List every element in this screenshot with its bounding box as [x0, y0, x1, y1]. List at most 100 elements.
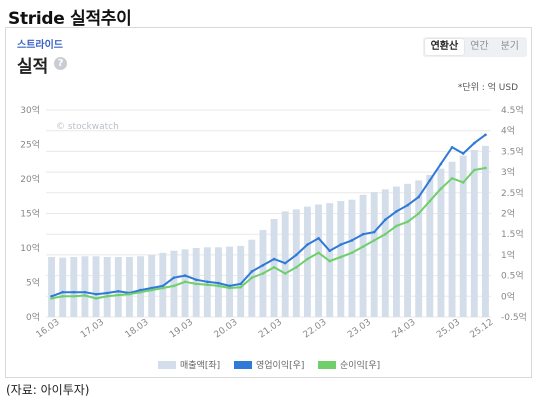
operating-profit-point: [250, 270, 254, 273]
operating-profit-point: [384, 218, 387, 222]
net-profit-point: [306, 257, 309, 261]
operating-profit-point: [228, 284, 231, 288]
revenue-bar: [337, 201, 345, 317]
net-profit-line: [51, 167, 486, 300]
revenue-bar: [48, 256, 56, 317]
net-profit-point: [428, 199, 432, 203]
net-profit-point: [261, 272, 265, 275]
x-axis-tick-label: 20.03: [213, 318, 240, 341]
net-profit-point: [406, 220, 409, 224]
net-profit-point: [172, 284, 176, 288]
net-profit-point: [384, 232, 387, 236]
net-profit-point: [128, 292, 131, 296]
revenue-bar: [70, 256, 78, 317]
net-profit-point: [450, 177, 454, 180]
right-axis-tick-label: 2.5억: [501, 187, 524, 199]
x-axis-tick-label: 17.03: [79, 318, 106, 341]
left-axis-tick-label: 20억: [20, 173, 40, 185]
net-profit-point: [105, 295, 109, 298]
net-profit-point: [484, 166, 487, 170]
left-axis-tick-label: 0억: [26, 311, 40, 323]
operating-profit-point: [361, 232, 365, 236]
operating-profit-point: [372, 230, 376, 234]
source-note: (자료: 아이투자): [6, 383, 90, 397]
net-profit-point: [228, 286, 231, 290]
operating-profit-point: [395, 210, 398, 213]
operating-profit-point: [417, 195, 420, 199]
operating-profit-point: [94, 292, 98, 296]
period-tabs: 연환산 연간 분기: [422, 37, 527, 57]
right-axis-tick-label: 3억: [501, 166, 515, 178]
right-axis-tick-label: 2억: [501, 208, 515, 220]
net-profit-point: [339, 255, 343, 259]
legend-swatch: [158, 361, 176, 369]
revenue-bar: [437, 168, 445, 317]
net-profit-point: [439, 187, 443, 190]
revenue-bar: [481, 145, 489, 317]
revenue-bar: [470, 150, 478, 317]
watermark: © stockwatch: [56, 122, 119, 132]
net-profit-point: [417, 212, 420, 215]
revenue-bar: [392, 186, 400, 317]
operating-profit-point: [83, 290, 87, 294]
net-profit-point: [272, 266, 276, 269]
revenue-bar: [359, 194, 367, 317]
left-axis-tick-label: 30억: [20, 104, 40, 116]
revenue-bar: [303, 206, 311, 317]
chart-title: 실적: [17, 57, 49, 77]
revenue-bar: [148, 254, 156, 317]
operating-profit-point: [206, 280, 209, 284]
operating-profit-point: [239, 282, 242, 286]
legend-label: 영업이익[우]: [256, 359, 304, 371]
revenue-bar: [192, 248, 200, 317]
revenue-bar: [315, 204, 323, 317]
revenue-bar: [348, 199, 356, 317]
tab-annual[interactable]: 연간: [470, 41, 489, 52]
net-profit-point: [283, 272, 287, 275]
operating-profit-point: [61, 290, 64, 294]
operating-profit-point: [428, 179, 432, 182]
net-profit-point: [372, 239, 376, 242]
operating-profit-point: [283, 261, 287, 265]
net-profit-point: [239, 285, 242, 289]
x-axis-tick-label: 19.03: [168, 318, 195, 341]
operating-profit-point: [72, 290, 76, 294]
company-link[interactable]: 스트라이드: [17, 40, 63, 51]
x-axis-tick-label: 25.12: [469, 318, 496, 341]
revenue-bar: [292, 209, 300, 317]
net-profit-point: [250, 276, 254, 279]
net-profit-point: [461, 181, 465, 184]
right-axis-tick-label: 1억: [501, 249, 515, 261]
legend-label: 순이익[우]: [340, 359, 380, 371]
x-axis-tick-label: 25.03: [435, 318, 462, 341]
net-profit-point: [150, 288, 153, 292]
revenue-bar: [81, 256, 89, 317]
revenue-bar: [237, 245, 245, 317]
revenue-bar: [92, 256, 100, 317]
revenue-bar: [170, 250, 178, 317]
operating-profit-point: [484, 133, 487, 137]
x-axis-tick-label: 22.03: [302, 318, 329, 341]
left-axis-tick-label: 25억: [20, 139, 40, 151]
unit-label: *단위 : 억 USD: [457, 83, 518, 93]
x-axis-tick-label: 23.03: [346, 318, 373, 341]
operating-profit-point: [50, 295, 53, 298]
net-profit-point: [317, 251, 320, 255]
net-profit-point: [161, 286, 165, 290]
legend-swatch: [234, 361, 252, 369]
x-axis-tick-label: 21.03: [257, 318, 284, 341]
operating-profit-point: [350, 239, 354, 242]
operating-profit-point: [328, 249, 331, 253]
operating-profit-point: [217, 281, 220, 285]
tab-quarterly[interactable]: 분기: [500, 41, 519, 52]
revenue-bar: [226, 246, 234, 317]
net-profit-point: [350, 251, 354, 255]
net-profit-point: [183, 280, 187, 284]
operating-profit-point: [461, 152, 465, 155]
question-circle-icon[interactable]: ?: [54, 57, 67, 70]
net-profit-point: [72, 295, 76, 298]
tab-annualized[interactable]: 연환산: [424, 39, 465, 55]
operating-profit-point: [406, 203, 409, 207]
revenue-bar: [59, 257, 67, 317]
net-profit-point: [395, 224, 398, 228]
